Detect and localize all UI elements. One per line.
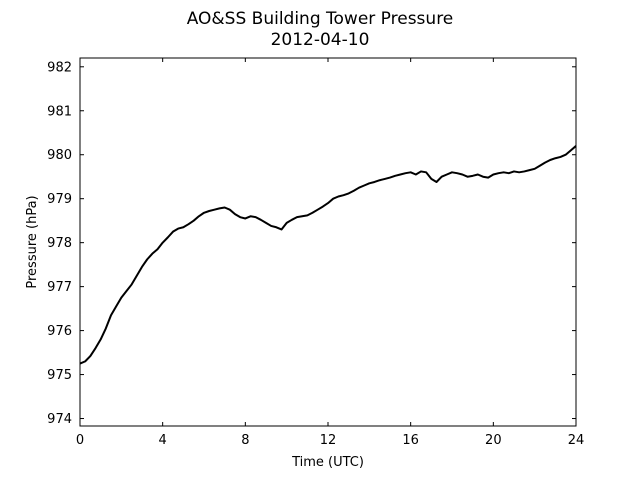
y-tick-label: 980 [47,148,72,163]
chart-title-line1: AO&SS Building Tower Pressure [187,9,454,29]
series-line-0 [79,145,577,365]
x-axis-label: Time (UTC) [291,455,364,470]
y-tick-label: 976 [47,324,72,339]
y-tick-label: 982 [47,60,72,75]
x-tick-label: 8 [241,433,249,448]
y-tick-label: 978 [47,236,72,251]
y-tick-label: 975 [47,368,72,383]
y-tick-label: 981 [47,104,72,119]
x-tick-label: 12 [320,433,337,448]
y-tick-label: 977 [47,280,72,295]
x-tick-label: 24 [568,433,585,448]
y-tick-label: 979 [47,192,72,207]
x-tick-label: 16 [402,433,419,448]
y-axis-label: Pressure (hPa) [25,195,40,288]
x-tick-label: 0 [76,433,84,448]
y-tick-label: 974 [47,412,72,427]
plot-frame [79,57,577,427]
x-tick-label: 20 [485,433,502,448]
plot-area: 0 4 8 12 16 20 24 974 975 976 977 978 979 980 981 982 [47,57,585,448]
x-tick-label: 4 [159,433,167,448]
chart-title-line2: 2012-04-10 [271,30,370,50]
